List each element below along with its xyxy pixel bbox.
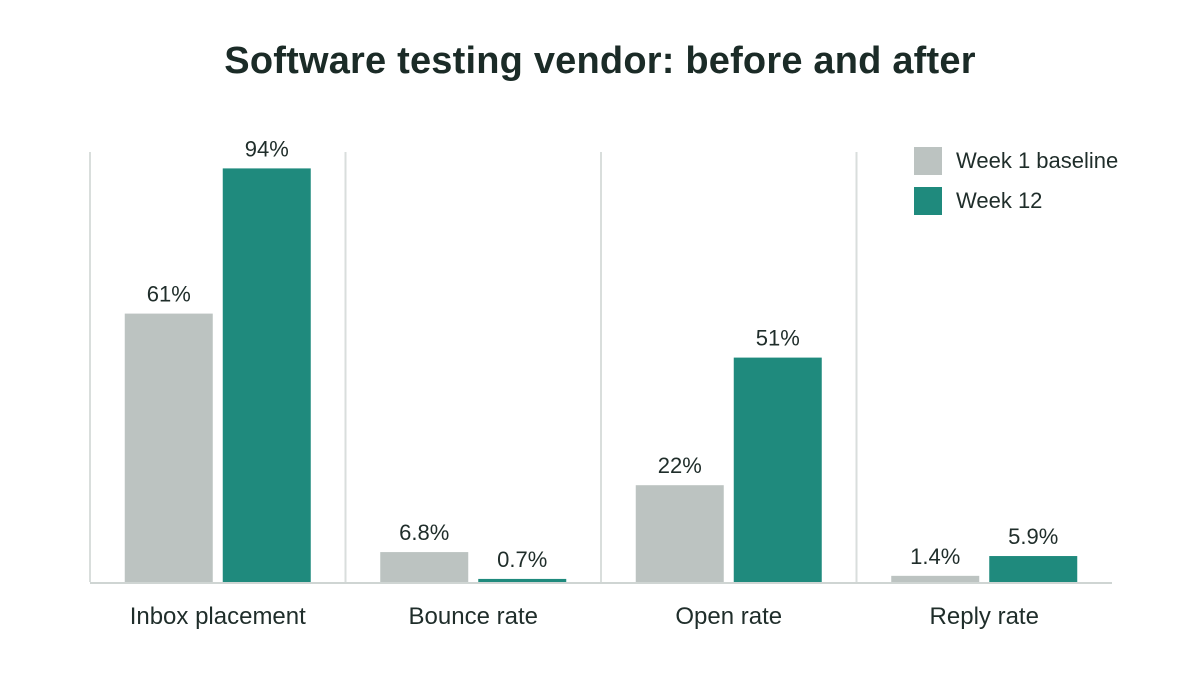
data-label-week-12-reply-rate: 5.9% bbox=[1008, 524, 1058, 549]
bar-week-12-bounce-rate bbox=[478, 578, 567, 582]
legend-label-week-12: Week 12 bbox=[956, 188, 1043, 213]
category-label-open-rate: Open rate bbox=[675, 603, 782, 630]
bar-week-12-reply-rate bbox=[989, 556, 1078, 582]
bar-week-12-open-rate bbox=[733, 357, 822, 582]
category-label-reply-rate: Reply rate bbox=[930, 603, 1039, 630]
legend-swatch-week-1-baseline bbox=[914, 147, 942, 175]
data-label-week-1-baseline-bounce-rate: 6.8% bbox=[399, 520, 449, 545]
bar-week-1-baseline-inbox-placement bbox=[124, 313, 213, 582]
data-label-week-1-baseline-inbox-placement: 61% bbox=[147, 282, 191, 307]
data-label-week-12-bounce-rate: 0.7% bbox=[497, 547, 547, 572]
category-label-inbox-placement: Inbox placement bbox=[130, 603, 306, 630]
legend: Week 1 baseline Week 12 bbox=[914, 147, 1118, 227]
legend-item-week-12: Week 12 bbox=[914, 187, 1118, 215]
category-label-bounce-rate: Bounce rate bbox=[409, 603, 538, 630]
data-label-week-1-baseline-reply-rate: 1.4% bbox=[910, 544, 960, 569]
legend-item-week-1-baseline: Week 1 baseline bbox=[914, 147, 1118, 175]
bar-week-1-baseline-bounce-rate bbox=[380, 552, 469, 582]
bar-week-1-baseline-reply-rate bbox=[891, 575, 980, 582]
data-label-week-12-inbox-placement: 94% bbox=[245, 136, 289, 161]
data-label-week-12-open-rate: 51% bbox=[756, 326, 800, 351]
bar-week-12-inbox-placement bbox=[222, 168, 311, 582]
chart-title: Software testing vendor: before and afte… bbox=[224, 40, 976, 82]
bar-week-1-baseline-open-rate bbox=[635, 485, 724, 582]
data-label-week-1-baseline-open-rate: 22% bbox=[658, 453, 702, 478]
legend-label-week-1-baseline: Week 1 baseline bbox=[956, 148, 1119, 173]
legend-swatch-week-12 bbox=[914, 187, 942, 215]
